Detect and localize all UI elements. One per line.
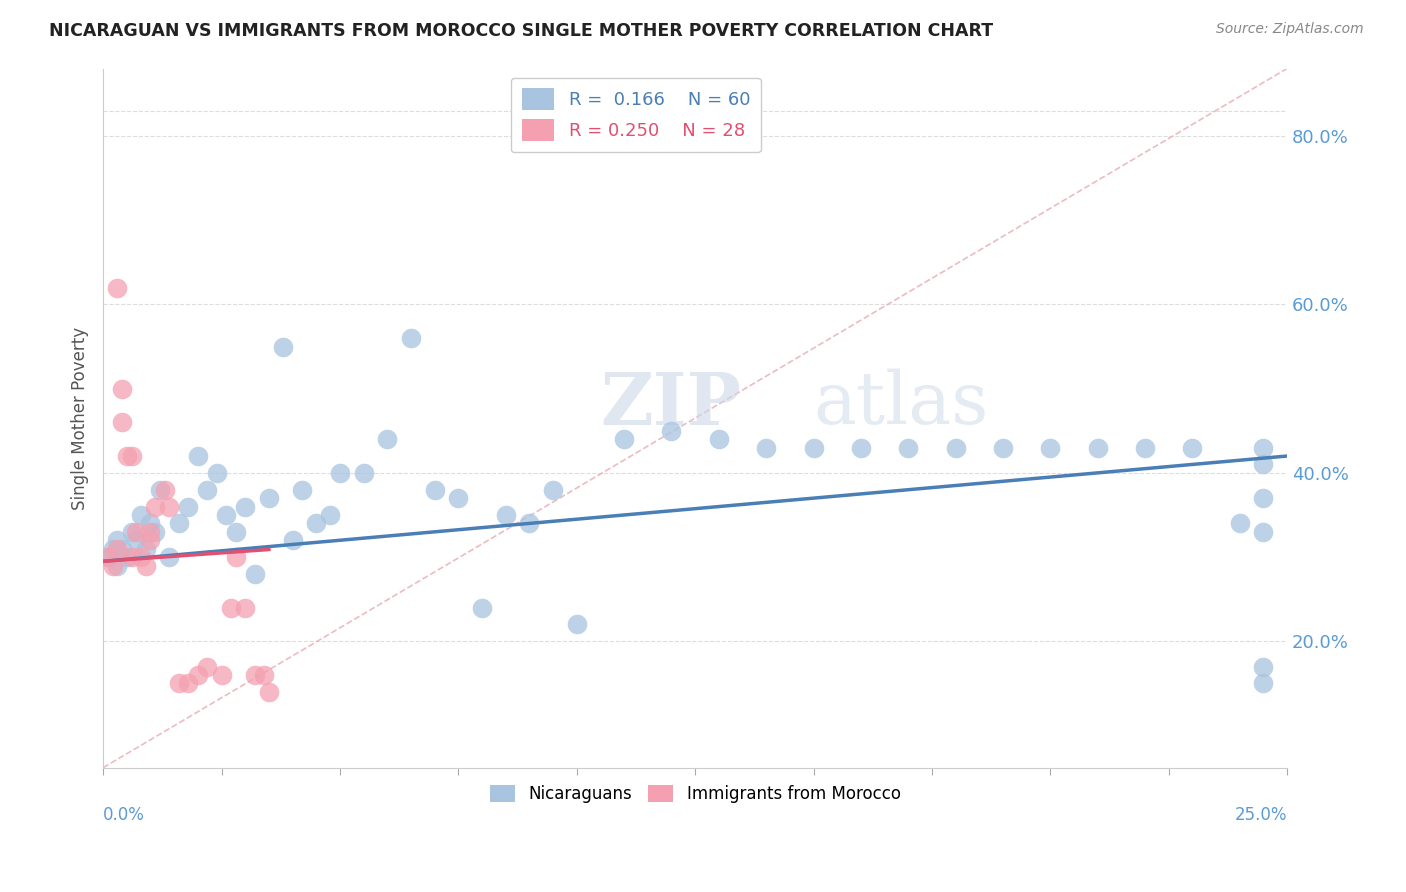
Point (195, 659, 218, 673)
Point (849, 441, 872, 455)
Point (897, 441, 920, 455)
Point (121, 550, 143, 565)
Point (111, 541, 134, 556)
Point (1253, 458, 1275, 472)
Point (167, 676, 190, 690)
Point (205, 466, 228, 480)
Point (135, 541, 157, 556)
Text: 0.0%: 0.0% (103, 806, 145, 824)
Point (1253, 441, 1275, 455)
Text: atlas: atlas (814, 369, 988, 440)
Text: ZIP: ZIP (600, 368, 741, 440)
Point (115, 550, 138, 565)
Point (139, 524, 162, 539)
Point (125, 524, 148, 539)
Point (105, 533, 128, 548)
Point (613, 432, 636, 446)
Point (329, 466, 352, 480)
Point (803, 441, 825, 455)
Point (257, 685, 280, 699)
Point (97, 550, 120, 565)
Point (97, 550, 120, 565)
Point (139, 533, 162, 548)
Point (1229, 516, 1251, 531)
Point (1087, 441, 1109, 455)
Point (291, 483, 314, 497)
Point (105, 280, 128, 294)
Point (143, 500, 166, 514)
Point (1039, 441, 1062, 455)
Point (159, 550, 181, 565)
Point (233, 500, 256, 514)
Y-axis label: Single Mother Poverty: Single Mother Poverty (72, 326, 89, 509)
Point (153, 483, 176, 497)
Point (225, 524, 247, 539)
Point (471, 600, 494, 615)
Point (177, 676, 200, 690)
Point (755, 441, 778, 455)
Point (257, 491, 280, 505)
Point (139, 516, 162, 531)
Point (281, 533, 304, 548)
Point (447, 491, 470, 505)
Point (187, 668, 209, 682)
Point (233, 600, 256, 615)
Point (177, 500, 200, 514)
Point (495, 508, 517, 522)
Point (423, 483, 446, 497)
Point (305, 516, 328, 531)
Point (111, 382, 134, 396)
Point (101, 541, 124, 556)
Text: 25.0%: 25.0% (1234, 806, 1286, 824)
Point (215, 508, 238, 522)
Point (101, 558, 124, 573)
Point (399, 331, 422, 345)
Point (991, 441, 1014, 455)
Text: Source: ZipAtlas.com: Source: ZipAtlas.com (1216, 22, 1364, 37)
Point (149, 483, 172, 497)
Point (375, 432, 398, 446)
Point (135, 558, 157, 573)
Point (159, 500, 181, 514)
Point (111, 415, 134, 429)
Point (253, 668, 276, 682)
Point (1133, 441, 1156, 455)
Point (517, 516, 540, 531)
Point (1253, 676, 1275, 690)
Text: NICARAGUAN VS IMMIGRANTS FROM MOROCCO SINGLE MOTHER POVERTY CORRELATION CHART: NICARAGUAN VS IMMIGRANTS FROM MOROCCO SI… (49, 22, 993, 40)
Point (129, 508, 152, 522)
Point (1253, 524, 1275, 539)
Point (1253, 659, 1275, 673)
Point (143, 524, 166, 539)
Point (271, 339, 294, 353)
Point (707, 432, 730, 446)
Point (1181, 441, 1204, 455)
Point (121, 449, 143, 463)
Point (319, 508, 342, 522)
Point (243, 566, 266, 581)
Point (167, 516, 190, 531)
Point (541, 483, 564, 497)
Point (1253, 491, 1275, 505)
Point (195, 483, 218, 497)
Point (105, 558, 128, 573)
Point (105, 541, 128, 556)
Point (565, 617, 588, 632)
Point (353, 466, 375, 480)
Point (211, 668, 233, 682)
Point (187, 449, 209, 463)
Point (115, 449, 138, 463)
Point (219, 600, 242, 615)
Point (225, 550, 247, 565)
Legend: R =  0.166    N = 60, R = 0.250    N = 28: R = 0.166 N = 60, R = 0.250 N = 28 (510, 78, 761, 153)
Point (125, 533, 148, 548)
Point (243, 668, 266, 682)
Point (661, 424, 683, 438)
Point (121, 524, 143, 539)
Point (945, 441, 967, 455)
Point (129, 550, 152, 565)
